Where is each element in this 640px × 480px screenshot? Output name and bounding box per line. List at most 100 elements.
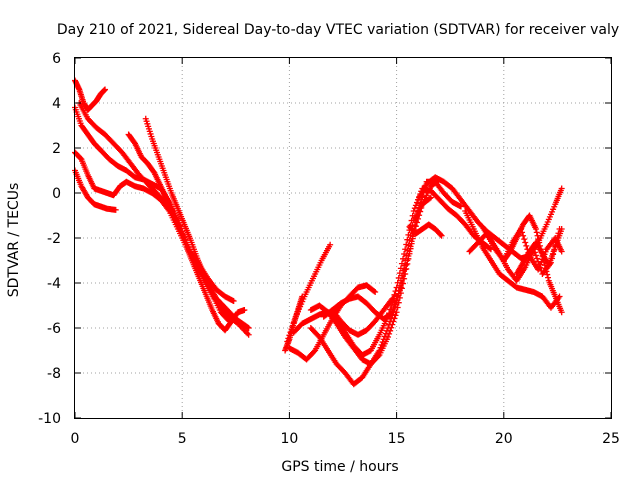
data-point xyxy=(521,236,528,243)
data-point xyxy=(299,293,306,300)
data-point xyxy=(327,241,334,248)
data-point xyxy=(413,199,420,206)
data-point xyxy=(523,242,530,249)
data-point xyxy=(389,295,396,302)
data-point xyxy=(406,248,413,255)
data-point xyxy=(415,208,422,214)
data-point xyxy=(395,290,402,297)
data-point xyxy=(403,262,410,268)
data-point xyxy=(112,206,119,213)
series-track-22 xyxy=(513,226,565,277)
data-point xyxy=(393,296,400,303)
y-tick-label: -6 xyxy=(47,321,61,337)
tick-labels: 0 5 10 15 20 25 -10 -8 -6 -4 -2 0 2 4 6 xyxy=(38,51,620,447)
data-point xyxy=(532,226,539,232)
y-tick-label: -10 xyxy=(38,411,61,427)
data-point xyxy=(386,330,393,337)
data-point xyxy=(532,252,539,259)
data-point xyxy=(392,312,399,319)
data-point xyxy=(405,253,412,259)
data-point xyxy=(394,304,401,311)
series-track-06 xyxy=(125,131,248,334)
data-point xyxy=(417,200,424,207)
x-tick-label: 0 xyxy=(71,431,80,447)
data-point xyxy=(545,274,552,281)
data-point xyxy=(402,266,409,273)
data-point xyxy=(416,204,423,211)
data-point xyxy=(457,203,464,210)
data-point xyxy=(533,229,540,236)
data-point xyxy=(535,236,542,243)
series-track-04 xyxy=(72,77,109,113)
x-axis-label: GPS time / hours xyxy=(281,459,398,475)
grid-lines xyxy=(75,58,611,418)
data-point xyxy=(371,288,378,295)
y-tick-label: -4 xyxy=(47,276,61,292)
data-point xyxy=(390,318,397,325)
data-point xyxy=(389,321,396,328)
data-point xyxy=(522,239,529,246)
y-tick-label: 6 xyxy=(52,51,61,67)
data-point xyxy=(241,307,248,313)
data-point xyxy=(537,264,544,271)
y-tick-label: 2 xyxy=(52,141,61,157)
data-point xyxy=(413,213,420,220)
data-point xyxy=(388,310,395,317)
data-point xyxy=(412,202,419,209)
data-point xyxy=(390,306,397,313)
data-point xyxy=(387,327,394,334)
y-tick-label: 0 xyxy=(52,186,61,202)
data-point xyxy=(412,218,419,225)
data-markers xyxy=(72,77,565,388)
series-track-21 xyxy=(500,212,565,316)
data-point xyxy=(411,223,418,230)
data-point xyxy=(543,268,550,275)
data-point xyxy=(558,185,565,192)
data-point xyxy=(409,233,416,240)
data-point xyxy=(437,231,444,238)
data-point xyxy=(372,289,379,295)
data-point xyxy=(535,258,542,265)
y-tick-label: 4 xyxy=(52,96,61,112)
data-point xyxy=(486,245,493,252)
data-point xyxy=(404,257,411,264)
chart-title: Day 210 of 2021, Sidereal Day-to-day VTE… xyxy=(57,22,619,38)
data-point xyxy=(245,325,252,331)
data-point xyxy=(397,284,404,291)
series-track-02 xyxy=(72,149,252,338)
x-tick-label: 25 xyxy=(602,431,620,447)
data-point xyxy=(401,271,408,277)
series-track-01 xyxy=(72,167,119,213)
data-point xyxy=(398,280,405,286)
plot-frame xyxy=(74,57,612,419)
series-track-16 xyxy=(406,221,445,239)
x-tick-label: 15 xyxy=(388,431,406,447)
series-track-05 xyxy=(76,100,237,304)
data-point xyxy=(408,238,415,245)
data-point xyxy=(531,249,538,256)
data-point xyxy=(438,232,445,239)
y-tick-label: -2 xyxy=(47,231,61,247)
data-point xyxy=(534,255,541,262)
data-point xyxy=(558,248,565,255)
data-point xyxy=(394,293,401,300)
data-point xyxy=(102,86,109,93)
data-point xyxy=(391,303,398,310)
x-tick-label: 10 xyxy=(280,431,298,447)
data-point xyxy=(558,226,565,232)
data-point xyxy=(411,205,418,212)
data-point xyxy=(385,334,392,340)
data-point xyxy=(427,194,434,201)
data-point xyxy=(544,271,551,278)
data-point xyxy=(426,195,433,202)
data-point xyxy=(542,265,549,272)
data-point xyxy=(311,348,318,355)
series-track-09 xyxy=(282,293,306,354)
data-point xyxy=(407,243,414,250)
series-track-15 xyxy=(329,295,396,338)
data-point xyxy=(389,309,396,316)
data-point xyxy=(245,331,252,338)
data-point xyxy=(388,324,395,331)
x-tick-label: 5 xyxy=(178,431,187,447)
